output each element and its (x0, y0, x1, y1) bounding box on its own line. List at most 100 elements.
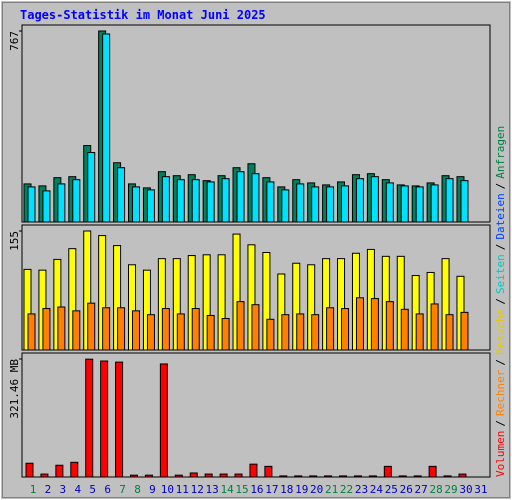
x-tick-label: 24 (370, 483, 384, 496)
bar (281, 189, 290, 223)
x-tick-label: 3 (60, 483, 67, 496)
bar (249, 463, 258, 478)
bar (264, 465, 273, 478)
bar (311, 314, 320, 351)
bar (146, 314, 155, 351)
bar (234, 473, 243, 478)
y-tick-label: 155 (8, 231, 21, 251)
legend-separator: / (494, 359, 507, 366)
bar (174, 474, 183, 478)
bar (266, 181, 275, 223)
bar (385, 301, 394, 351)
bar (236, 301, 245, 351)
legend: Volumen / Rechner / Besuche / Seiten / Dateien / A… (494, 126, 507, 477)
bar (326, 307, 335, 351)
bar (279, 475, 288, 478)
legend-separator: / (494, 420, 507, 427)
bar (146, 189, 155, 223)
bar (266, 318, 275, 351)
bar (115, 361, 124, 478)
bar (370, 298, 379, 351)
bar (25, 462, 34, 478)
bar (144, 474, 153, 478)
x-tick-label: 17 (265, 483, 278, 496)
bar (55, 464, 64, 478)
bar (204, 473, 213, 478)
bar (428, 465, 437, 478)
bar (191, 308, 200, 351)
legend-separator: / (494, 244, 507, 251)
x-tick-label: 4 (74, 483, 81, 496)
x-tick-label: 15 (235, 483, 248, 496)
x-tick-label: 27 (415, 483, 428, 496)
bar (326, 186, 335, 223)
x-tick-label: 12 (191, 483, 204, 496)
bar (445, 178, 454, 223)
x-tick-label: 7 (119, 483, 126, 496)
bar (458, 473, 467, 478)
bar (42, 190, 51, 223)
bar (309, 475, 318, 478)
bar (206, 181, 215, 223)
bar (176, 179, 185, 223)
bar (296, 183, 305, 223)
legend-separator: / (494, 183, 507, 190)
bar (368, 475, 377, 478)
bar (415, 313, 424, 351)
bar (398, 475, 407, 478)
bar (132, 310, 141, 351)
bar (460, 180, 469, 223)
bar (355, 178, 364, 223)
x-tick-label: 14 (220, 483, 234, 496)
bar (57, 306, 66, 351)
y-tick-label: 767 (8, 31, 21, 51)
bar (311, 186, 320, 223)
bar (251, 304, 260, 351)
x-tick-label: 19 (295, 483, 308, 496)
legend-entry: Besuche (494, 309, 507, 355)
legend-entry: Seiten (494, 254, 507, 294)
bar (159, 363, 168, 478)
x-tick-label: 6 (104, 483, 111, 496)
bar (161, 176, 170, 223)
bar (251, 173, 260, 223)
bar (296, 313, 305, 351)
bar (221, 178, 230, 223)
x-tick-label: 2 (45, 483, 52, 496)
bar (236, 171, 245, 223)
x-tick-label: 8 (134, 483, 141, 496)
x-tick-label: 20 (310, 483, 323, 496)
bar (87, 152, 96, 223)
panel (21, 352, 491, 478)
x-tick-label: 10 (161, 483, 174, 496)
x-tick-label: 1 (30, 483, 37, 496)
x-tick-label: 9 (149, 483, 156, 496)
bar (87, 302, 96, 351)
legend-entry: Dateien (494, 193, 507, 239)
bar (385, 182, 394, 223)
bar (445, 314, 454, 351)
bar (100, 360, 109, 478)
x-tick-label: 26 (400, 483, 413, 496)
x-tick-label: 22 (340, 483, 353, 496)
bar (415, 186, 424, 223)
bar (85, 358, 94, 478)
bar (219, 473, 228, 478)
bar (189, 472, 198, 478)
legend-entry: Volumen (494, 431, 507, 477)
x-tick-label: 23 (355, 483, 368, 496)
bar (42, 308, 51, 351)
bar (353, 475, 362, 478)
bar (400, 308, 409, 351)
x-tick-label: 30 (459, 483, 472, 496)
bar (57, 183, 66, 223)
legend-entry: Anfragen (494, 126, 507, 179)
bar (430, 303, 439, 351)
bar (132, 186, 141, 223)
x-tick-label: 11 (176, 483, 189, 496)
bar (40, 473, 49, 478)
bar (117, 307, 126, 351)
x-tick-label: 21 (325, 483, 338, 496)
bar (400, 185, 409, 223)
